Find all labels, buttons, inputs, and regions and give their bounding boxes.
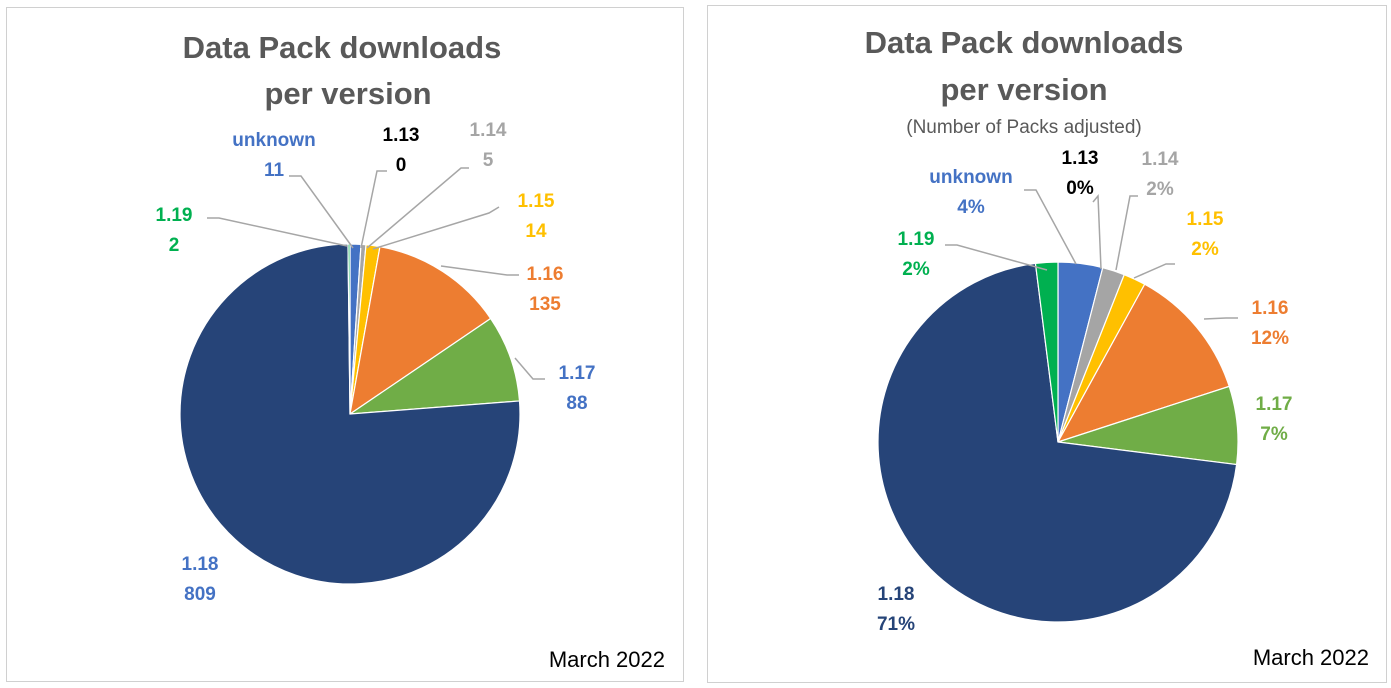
chart-footer-date: March 2022	[549, 647, 665, 672]
data-label-category-1-19: 1.19	[156, 205, 193, 226]
pie-slice-1-16	[1056, 283, 1230, 444]
data-label-category-1-14: 1.14	[1142, 149, 1179, 170]
leader-lines	[207, 167, 545, 380]
data-label-value-1-18: 809	[184, 584, 216, 605]
data-label-value-1-16: 12%	[1251, 328, 1289, 349]
leader-lines	[945, 189, 1238, 320]
pie-slice-1-16	[349, 245, 492, 416]
data-label-value-unknown: 4%	[957, 197, 985, 218]
data-label-category-1-14: 1.14	[470, 120, 507, 141]
data-label-value-1-19: 2	[169, 235, 180, 256]
leader-line-1-16	[1203, 317, 1238, 320]
data-label-category-1-17: 1.17	[559, 363, 596, 384]
chart-title-line1: Data Pack downloads	[183, 30, 502, 65]
data-label-category-1-16: 1.16	[527, 264, 564, 285]
data-label-value-1-14: 5	[483, 150, 494, 171]
chart-panel-right: Data Pack downloads per version (Number …	[707, 5, 1387, 683]
data-label-value-1-17: 7%	[1260, 424, 1288, 445]
data-label-value-1-18: 71%	[877, 614, 915, 635]
data-labels: unknown 4% 1.13 0% 1.14 2% 1.15 2% 1.16 12% 1.17 7%…	[877, 148, 1293, 635]
data-label-value-1-13: 0	[396, 155, 407, 176]
pie-chart-left: Data Pack downloads per version unknown 1…	[156, 30, 665, 672]
leader-line-1-14	[366, 167, 469, 249]
leader-line-1-13	[1092, 194, 1102, 270]
pie-slice-1-19	[1034, 261, 1059, 443]
data-label-value-1-15: 14	[525, 221, 547, 242]
chart-subtitle: (Number of Packs adjusted)	[906, 117, 1142, 138]
data-label-category-1-15: 1.15	[1187, 209, 1224, 230]
pie-slice-1-18	[877, 262, 1238, 623]
leader-line-unknown	[1024, 189, 1077, 265]
leader-line-1-19	[945, 244, 1048, 271]
data-labels: unknown 11 1.13 0 1.14 5 1.15 14 1.16 135 1.17 88 1.…	[156, 120, 596, 605]
chart-title-line2: per version	[940, 72, 1107, 107]
leader-line-1-13	[360, 170, 387, 249]
leader-line-1-17	[514, 357, 545, 380]
data-label-category-1-18: 1.18	[182, 554, 219, 575]
chart-title-line2: per version	[264, 76, 431, 111]
leader-line-1-19	[207, 217, 348, 247]
leader-line-1-14	[1115, 195, 1138, 271]
leader-line-1-15	[372, 206, 500, 250]
data-label-category-unknown: unknown	[929, 167, 1012, 188]
leader-line-unknown	[289, 175, 354, 249]
data-label-category-1-17: 1.17	[1256, 394, 1293, 415]
pie-slices	[179, 243, 521, 585]
data-label-value-1-15: 2%	[1191, 239, 1219, 260]
chart-footer-date: March 2022	[1253, 645, 1369, 670]
data-label-value-1-14: 2%	[1146, 179, 1174, 200]
data-label-category-1-18: 1.18	[878, 584, 915, 605]
data-label-category-unknown: unknown	[232, 130, 315, 151]
data-label-category-1-16: 1.16	[1252, 298, 1289, 319]
chart-title-line1: Data Pack downloads	[865, 25, 1184, 60]
data-label-category-1-13: 1.13	[383, 125, 420, 146]
data-label-category-1-13: 1.13	[1062, 148, 1099, 169]
pie-slices	[877, 261, 1239, 623]
chart-panel-left: Data Pack downloads per version unknown 1…	[6, 7, 684, 682]
pie-slice-1-17	[347, 317, 521, 415]
leader-line-1-16	[440, 265, 519, 276]
data-label-category-1-19: 1.19	[898, 229, 935, 250]
data-label-category-1-15: 1.15	[518, 191, 555, 212]
pie-chart-right: Data Pack downloads per version (Number …	[865, 25, 1369, 670]
data-label-value-1-16: 135	[529, 294, 561, 315]
data-label-value-unknown: 11	[264, 160, 285, 181]
data-label-value-1-17: 88	[566, 393, 587, 414]
data-label-value-1-13: 0%	[1066, 178, 1094, 199]
leader-line-1-15	[1133, 263, 1175, 279]
data-label-value-1-19: 2%	[902, 259, 930, 280]
